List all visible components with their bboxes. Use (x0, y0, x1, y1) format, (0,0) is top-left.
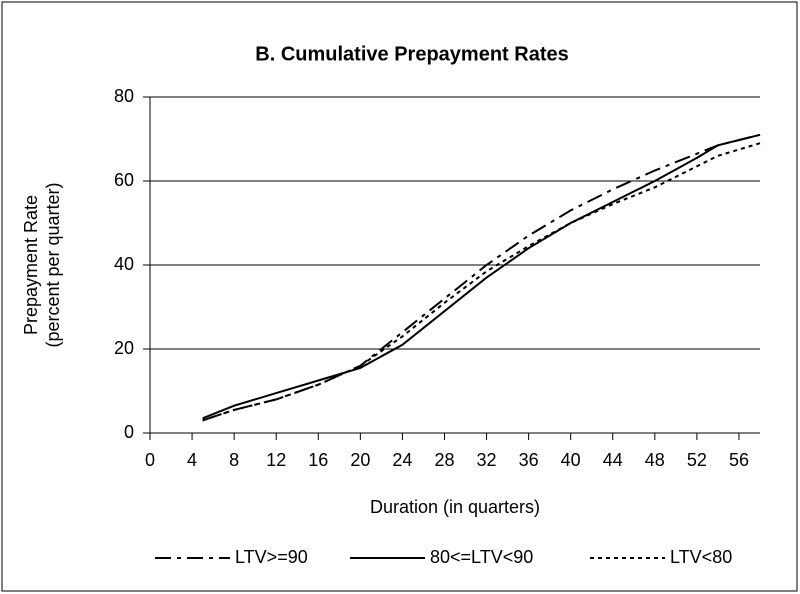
x-tick-label: 4 (187, 450, 197, 470)
x-tick-label: 36 (519, 450, 539, 470)
x-tick-label: 28 (434, 450, 454, 470)
y-tick-label: 0 (124, 422, 134, 442)
y-axis-label: (percent per quarter) (43, 182, 63, 347)
x-tick-label: 44 (603, 450, 623, 470)
x-tick-label: 56 (729, 450, 749, 470)
x-tick-label: 24 (392, 450, 412, 470)
y-tick-label: 60 (114, 170, 134, 190)
legend-label: LTV<80 (670, 547, 732, 567)
legend-label: LTV>=90 (235, 547, 308, 567)
x-tick-label: 52 (687, 450, 707, 470)
x-tick-label: 48 (645, 450, 665, 470)
x-tick-label: 32 (477, 450, 497, 470)
x-axis-label: Duration (in quarters) (370, 497, 540, 517)
x-tick-label: 40 (561, 450, 581, 470)
y-tick-label: 40 (114, 254, 134, 274)
x-tick-label: 12 (266, 450, 286, 470)
x-tick-label: 8 (229, 450, 239, 470)
y-tick-label: 20 (114, 338, 134, 358)
chart-title: B. Cumulative Prepayment Rates (255, 43, 568, 65)
x-tick-label: 20 (350, 450, 370, 470)
legend-label: 80<=LTV<90 (430, 547, 533, 567)
x-tick-label: 0 (145, 450, 155, 470)
series-line (202, 133, 761, 420)
y-axis-label: Prepayment Rate (21, 195, 41, 335)
series-line (202, 133, 761, 422)
y-tick-label: 80 (114, 86, 134, 106)
series-line (202, 142, 761, 422)
x-tick-label: 16 (308, 450, 328, 470)
